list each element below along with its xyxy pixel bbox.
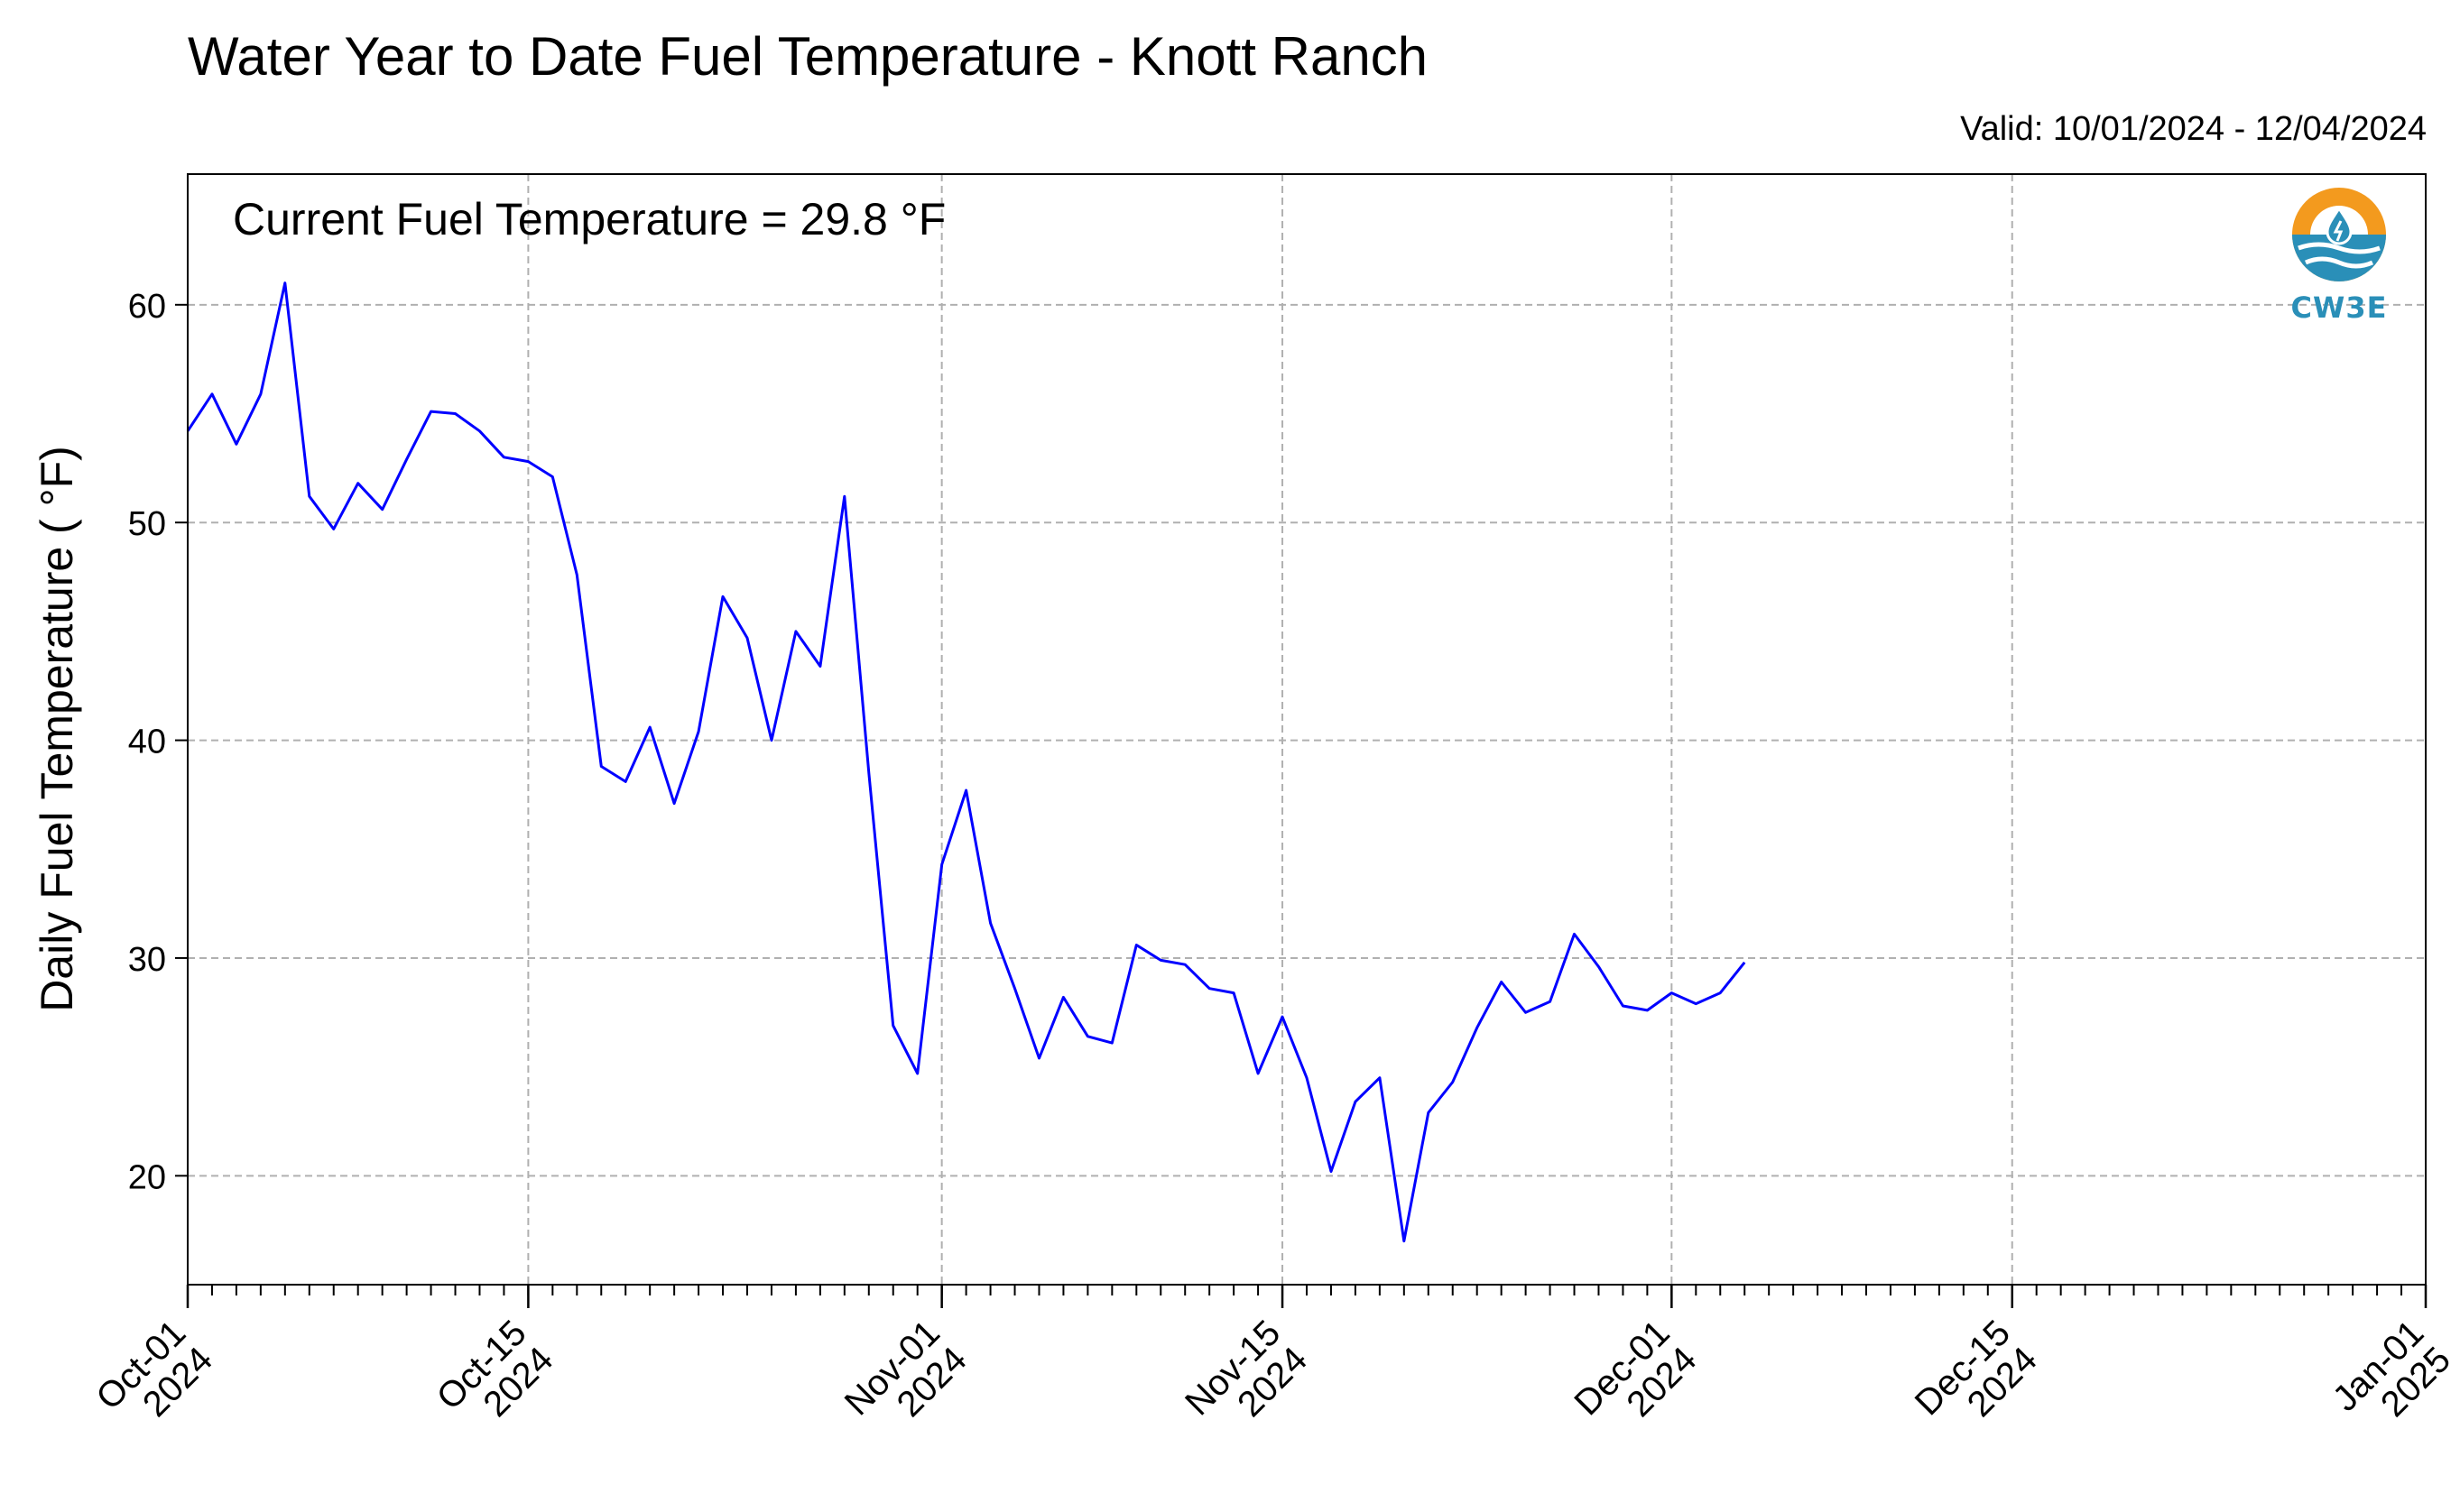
x-tick-label: Dec-012024 bbox=[1567, 1313, 1704, 1450]
x-tick-label: Nov-152024 bbox=[1178, 1313, 1315, 1450]
x-tick-label: Dec-152024 bbox=[1908, 1313, 2045, 1450]
current-fuel-temperature-label: Current Fuel Temperature = 29.8 °F bbox=[233, 194, 946, 244]
y-tick-label: 20 bbox=[128, 1158, 166, 1196]
grid-lines bbox=[187, 174, 2427, 1285]
fuel-temperature-line bbox=[186, 281, 1746, 1243]
valid-date-range: Valid: 10/01/2024 - 12/04/2024 bbox=[1960, 110, 2427, 148]
axis-ticks: 20 30 40 50 60 Oct-012024 Oct-152024 Nov-012024… bbox=[88, 288, 2458, 1450]
y-tick-label: 40 bbox=[128, 724, 166, 761]
y-tick-label: 60 bbox=[128, 288, 166, 326]
y-tick-label: 30 bbox=[128, 941, 166, 979]
x-tick-label: Jan-012025 bbox=[2326, 1313, 2458, 1445]
chart-title: Water Year to Date Fuel Temperature - Kn… bbox=[188, 26, 1429, 87]
plot-area-frame bbox=[187, 173, 2427, 1286]
y-axis-label: Daily Fuel Temperature ( °F) bbox=[32, 446, 82, 1012]
x-tick-label: Oct-152024 bbox=[430, 1313, 561, 1444]
logo-text: CW3E bbox=[2290, 290, 2388, 325]
x-tick-label: Nov-012024 bbox=[837, 1313, 975, 1450]
x-tick-label: Oct-012024 bbox=[88, 1313, 220, 1444]
y-tick-label: 50 bbox=[128, 505, 166, 543]
water-drop-icon bbox=[2292, 188, 2386, 281]
cw3e-logo: CW3E bbox=[2276, 185, 2402, 325]
